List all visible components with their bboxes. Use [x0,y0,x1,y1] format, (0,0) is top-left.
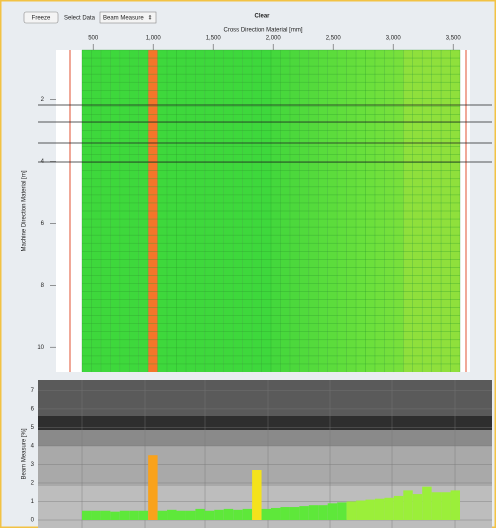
freeze-button[interactable] [23,11,59,24]
bar [110,511,120,520]
select-dropdown[interactable] [99,11,157,24]
bar [280,507,290,520]
dropdown-arrow: ⇕ [147,15,152,22]
bar [233,509,243,520]
bar [374,498,385,520]
y-tick-label: 2 [41,97,45,103]
bar [148,455,158,520]
bar [214,509,224,520]
x-axis-title: Cross Direction Material [mm] [223,28,302,34]
bar [204,510,215,520]
band [38,446,492,486]
bar [157,510,168,520]
bar [176,510,186,520]
x-tick-label: 1,000 [146,36,162,42]
bar [185,510,196,520]
x-tick-label: 3,500 [446,36,462,42]
bar [252,470,262,520]
y-tick-label: 4 [31,444,35,450]
y-tick-label: 8 [41,283,45,289]
band [38,416,492,430]
clear-label[interactable]: Clear [254,14,270,20]
bar [100,510,111,520]
y-tick-label: 7 [31,388,35,394]
y-tick-label: 2 [31,481,35,487]
bar [450,490,460,520]
y-tick-label: 1 [31,499,35,505]
y-tick-label: 4 [41,159,45,165]
bar [384,497,394,520]
bar [82,510,92,520]
bar [337,502,347,520]
bar [129,510,139,520]
bar [318,505,328,520]
bar [167,509,177,520]
bar [441,492,451,520]
bar [223,508,234,520]
bar [119,510,130,520]
bar [91,510,101,520]
y-tick-label: 5 [31,425,35,431]
bar [299,506,309,520]
bar [431,492,442,520]
x-tick-label: 1,500 [206,36,222,42]
band [38,430,492,446]
bar [356,500,366,520]
select-value: Beam Measure [103,16,144,22]
bar [412,494,423,520]
bar [138,510,149,520]
select-label: Select Data [64,16,96,22]
y-tick-label: 3 [31,462,35,468]
bar [242,508,253,520]
freeze-label: Freeze [32,16,51,22]
bar [261,508,271,520]
y-axis-title: Machine Direction Material [m] [22,170,28,251]
y-axis-title: Beam Measure [%] [22,428,28,479]
bar [403,490,413,520]
band [38,380,492,416]
x-tick-label: 2,000 [266,36,282,42]
bar [393,495,404,520]
y-tick-label: 0 [31,518,35,524]
bar [422,486,432,520]
bar [346,501,357,520]
bar [308,505,319,520]
y-tick-label: 6 [31,406,35,412]
x-tick-label: 500 [88,36,99,42]
bar [327,503,338,520]
y-tick-label: 10 [37,345,44,351]
x-tick-label: 3,000 [386,36,402,42]
x-tick-label: 2,500 [326,36,342,42]
bar [195,508,205,520]
bar [271,507,281,520]
y-tick-label: 6 [41,221,45,227]
bar [365,499,375,520]
bar [289,507,300,520]
